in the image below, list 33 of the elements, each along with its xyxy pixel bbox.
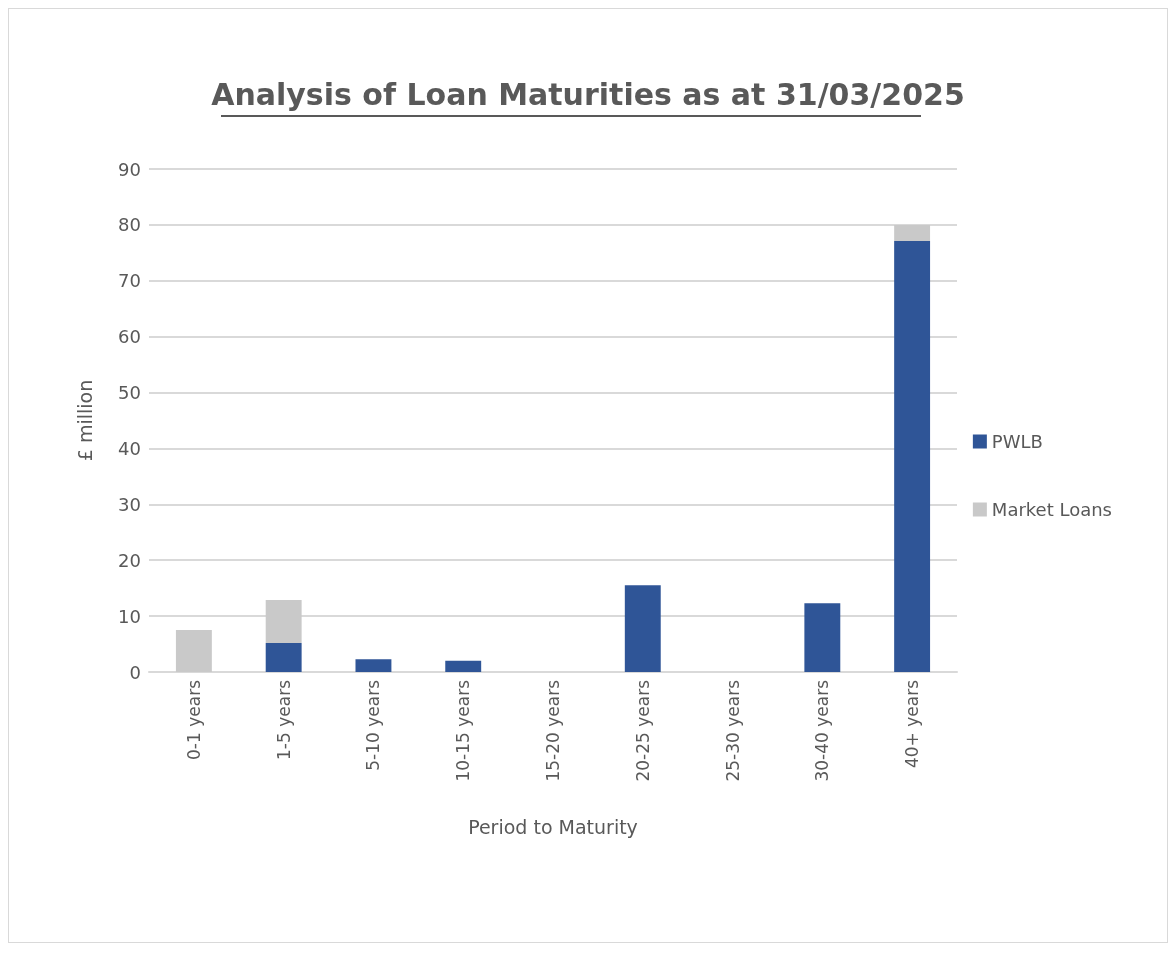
- bar: [265, 642, 302, 672]
- bar: [175, 630, 212, 672]
- bar: [894, 224, 931, 242]
- y-axis-title: £ million: [73, 379, 96, 462]
- bar: [445, 660, 482, 672]
- y-tick-label: 50: [118, 382, 141, 404]
- x-tick-label: 15-20 years: [543, 679, 563, 782]
- bar: [804, 603, 841, 672]
- y-tick-label: 0: [129, 661, 141, 683]
- x-axis-title: Period to Maturity: [468, 815, 638, 838]
- x-tick-label: 30-40 years: [812, 679, 833, 782]
- y-tick-label: 80: [118, 214, 141, 236]
- y-tick-label: 70: [118, 270, 141, 292]
- y-tick-label: 30: [118, 493, 141, 515]
- x-tick-label: 1-5 years: [273, 679, 294, 760]
- y-tick-label: 40: [118, 437, 141, 459]
- bar: [624, 585, 661, 672]
- x-tick-label: 10-15 years: [453, 679, 474, 782]
- x-tick-label: 20-25 years: [632, 679, 653, 782]
- bar: [265, 599, 302, 643]
- bar: [894, 241, 931, 672]
- x-tick-label: 5-10 years: [363, 679, 384, 771]
- chart-title: Analysis of Loan Maturities as at 31/03/2025: [211, 76, 965, 112]
- y-tick-label: 60: [118, 326, 141, 348]
- y-tick-label: 90: [118, 158, 141, 180]
- x-tick-label: 0-1 years: [183, 679, 204, 760]
- legend-label: PWLB: [991, 431, 1043, 452]
- legend-label: Market Loans: [991, 499, 1112, 520]
- y-tick-label: 20: [118, 549, 141, 571]
- y-tick-label: 10: [118, 605, 141, 627]
- x-tick-label: 40+ years: [902, 679, 923, 769]
- bar: [355, 659, 392, 672]
- x-tick-label: 25-30 years: [722, 679, 743, 782]
